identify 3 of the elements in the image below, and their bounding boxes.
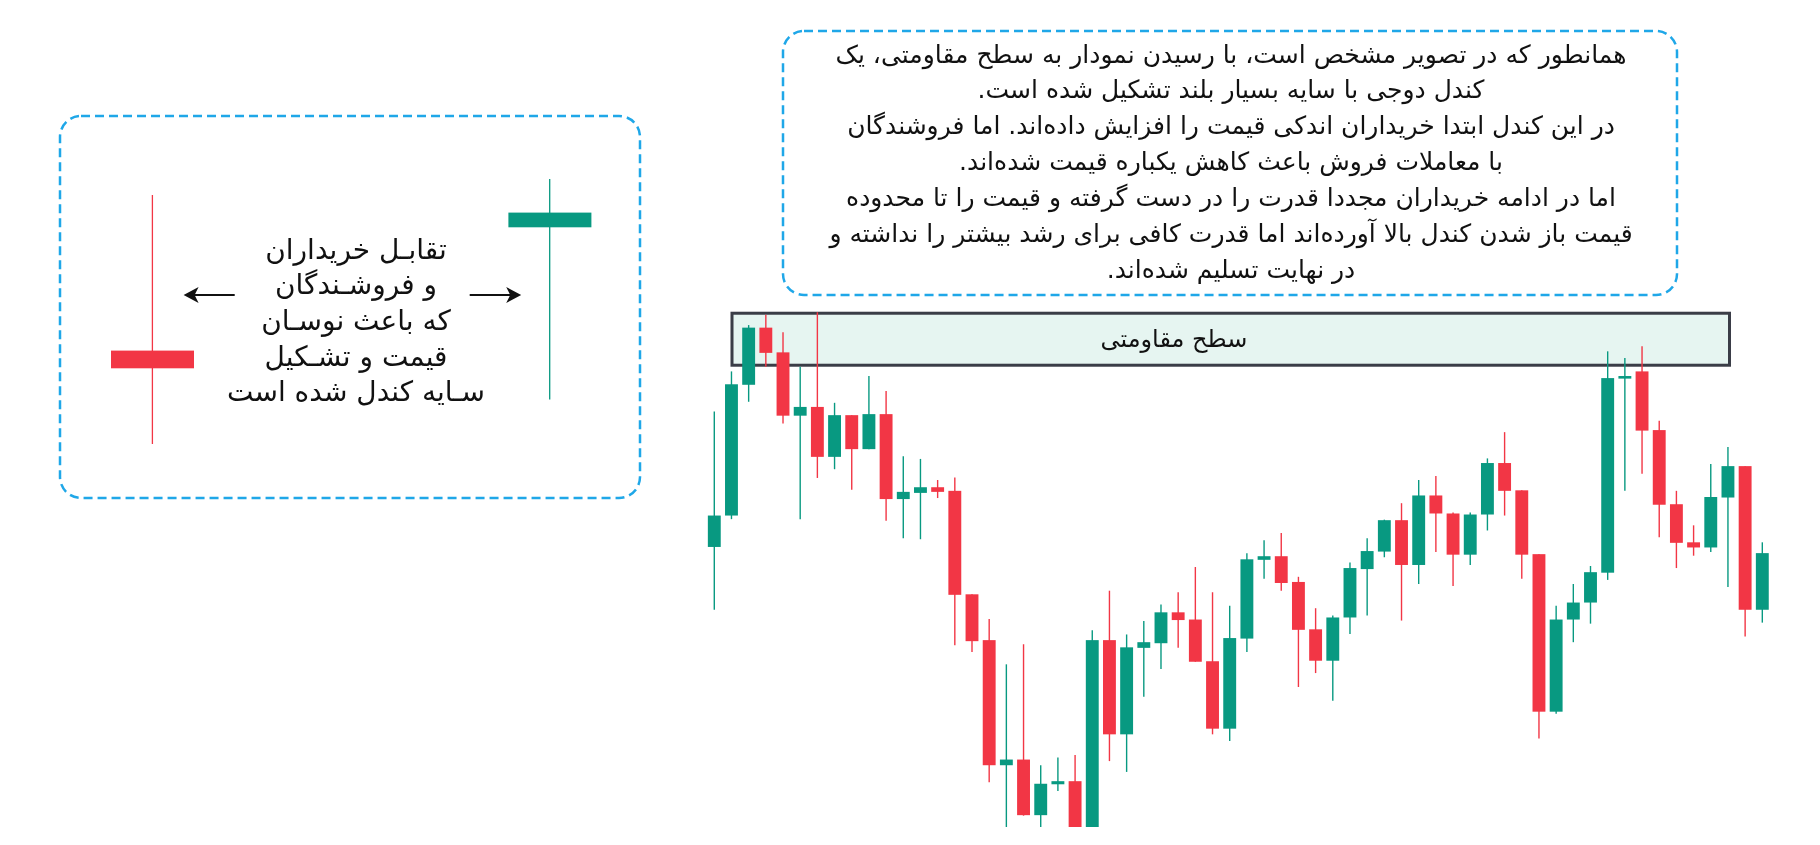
note: تقابـل خریداران و فروشـندگان که باعث نوسـان قیمت و تشـکیل سـایه کندل شده است bbox=[58, 114, 642, 500]
note: همانطور که در تصویر مشخص است، با رسیدن نمودار به سطح مقاومتی، یک کندل دوجی با سایه بسیار بلند تشکیل شده است. در این کندل ابتدا خریداران اندکی قیمت را افزایش داده‌اند. اما فروشندگان با معاملات فروش باعث کاهش یکباره قیمت شده‌اند. اما در ادامه خریداران مجددا قدرت را در دست گرفته و قیمت را تا محدوده قیمت باز شدن کندل بالا آورده‌اند اما قدرت کافی برای رشد بیشتر را نداشته و در نهایت تسلیم شده‌اند. bbox=[781, 29, 1679, 297]
band-label: سطح مقاومتی bbox=[1100, 325, 1248, 354]
